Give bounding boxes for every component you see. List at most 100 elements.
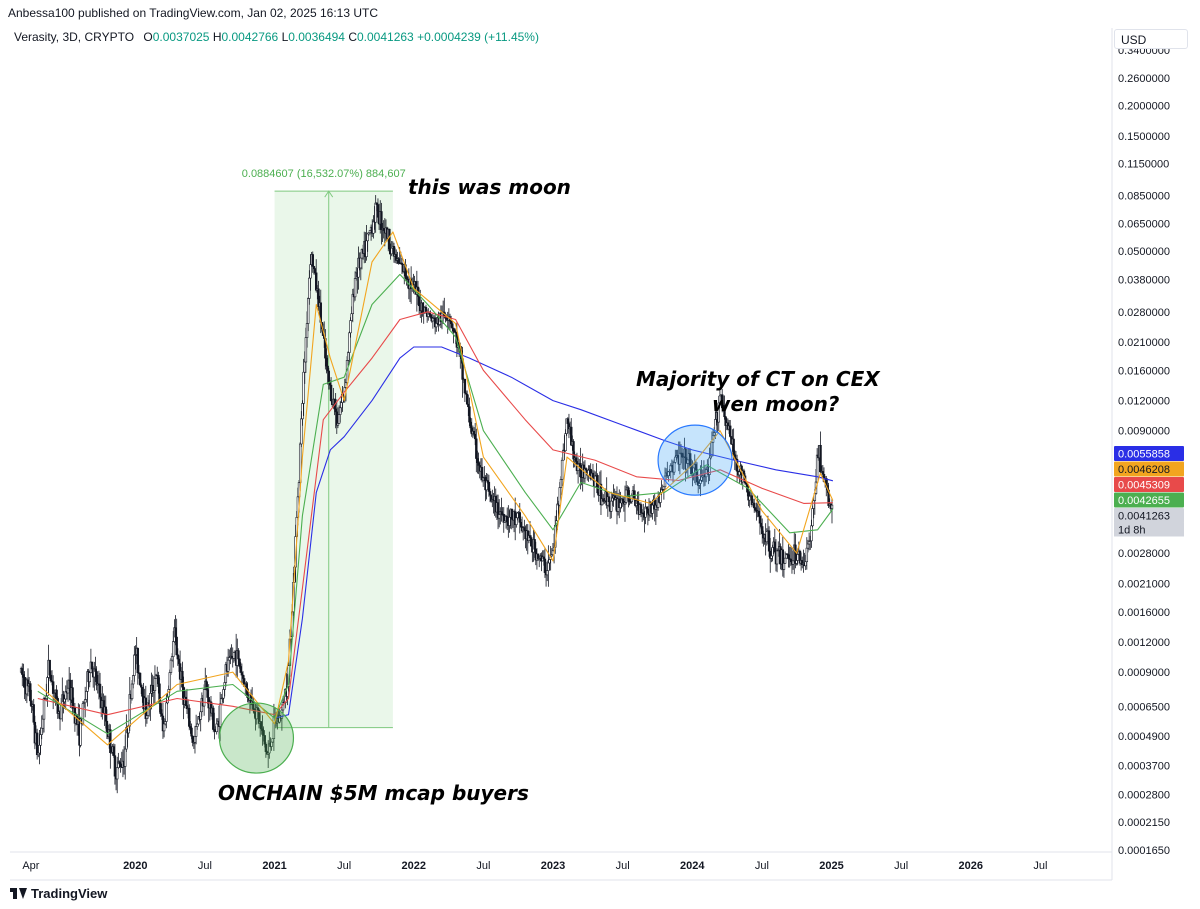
candle-body [773, 541, 777, 552]
candle [81, 701, 85, 726]
candle [109, 724, 112, 769]
candle-body [572, 441, 575, 460]
candle-body [29, 683, 32, 702]
candle-body [771, 547, 774, 557]
candle-body [199, 711, 202, 720]
candle [46, 675, 49, 707]
price-label-box [1114, 461, 1184, 477]
candle-body [548, 559, 551, 564]
price-tick-label: 0.0280000 [1118, 307, 1170, 319]
candle-body [94, 668, 97, 672]
high-label: H [212, 30, 222, 44]
candle-body [795, 560, 798, 564]
candle-body [206, 689, 209, 698]
candle-body [757, 510, 760, 517]
candle-body [560, 459, 564, 480]
candle [93, 661, 96, 691]
candle-body [215, 723, 218, 733]
candle-body [636, 500, 639, 505]
candle-body [98, 683, 102, 698]
candle [392, 242, 396, 263]
candle-body [329, 384, 333, 402]
candle-body [347, 352, 350, 361]
close-label: C [348, 30, 357, 44]
price-tick-label: 0.0028000 [1118, 548, 1170, 560]
symbol-title[interactable]: Verasity, 3D, CRYPTO [14, 30, 135, 44]
candle [773, 528, 777, 554]
candle-body [732, 438, 735, 456]
candle-body [159, 703, 162, 715]
annotation-text: wen moon? [712, 392, 840, 416]
candle-body [194, 726, 198, 737]
currency-button[interactable]: USD [1114, 29, 1188, 49]
measure-box [274, 191, 393, 728]
candle-body [759, 522, 763, 527]
candle-body [473, 433, 477, 440]
candle [64, 685, 67, 710]
candle-body [662, 486, 666, 490]
candle-body [497, 514, 501, 519]
candle-body [465, 393, 469, 405]
time-axis[interactable]: Apr 2020 Jul 2021 Jul 2022 Jul 2023 Jul 2024 Jul 20… [22, 860, 1047, 872]
candle-body [95, 671, 98, 686]
annotation-text: this was moon [408, 175, 571, 199]
candle [153, 665, 157, 705]
candle-body [35, 732, 39, 756]
candle-body [328, 382, 332, 386]
countdown-box [1114, 522, 1184, 537]
candle-body [449, 320, 453, 325]
candle-body [530, 537, 533, 547]
candle-body [334, 408, 337, 413]
candle-body [782, 563, 786, 570]
candle [212, 705, 215, 733]
candle [468, 397, 471, 427]
candle-body [300, 418, 303, 445]
candle-body [193, 736, 197, 743]
candle [209, 696, 213, 717]
candle [465, 390, 469, 405]
candle [146, 695, 150, 719]
candle-body [190, 727, 193, 737]
price-tick-label: 0.0090000 [1118, 426, 1170, 438]
candle [787, 544, 790, 568]
candle-body [463, 378, 467, 394]
candle-body [157, 675, 160, 685]
candle [646, 506, 650, 526]
candle-body [435, 323, 438, 328]
candle-body [783, 557, 787, 564]
candle-body [830, 504, 834, 509]
candles [19, 195, 834, 794]
candle-body [510, 508, 513, 520]
candle [184, 690, 188, 706]
candle-body [738, 471, 741, 476]
candle-body [472, 430, 476, 435]
candle [395, 249, 398, 264]
candle [463, 378, 467, 402]
candle [229, 647, 232, 665]
green-highlight-circle [218, 702, 295, 774]
measure-label: 0.0884607 (16,532.07%) 884,607 [242, 168, 406, 180]
moving-average-line-4 [37, 231, 834, 746]
candle-body [758, 515, 762, 524]
candle-body [365, 240, 368, 258]
candle-body [169, 659, 173, 673]
price-tick-label: 0.0002800 [1118, 790, 1170, 802]
candle-body [564, 433, 567, 452]
candle-body [136, 648, 139, 674]
candle-body [359, 257, 363, 269]
price-axis[interactable]: 0.34000000.26000000.20000000.15000000.11… [1114, 45, 1184, 857]
candle-body [181, 670, 184, 688]
candle-body [327, 370, 330, 383]
candle-body [226, 659, 230, 672]
candle-body [105, 720, 109, 732]
candle-body [468, 406, 471, 423]
time-tick-label: Jul [476, 860, 490, 872]
candle-body [591, 472, 595, 478]
candle [781, 535, 785, 577]
tradingview-logo-icon [10, 888, 27, 899]
ohlc-legend: Verasity, 3D, CRYPTO O0.0037025 H0.00427… [14, 30, 539, 44]
candle-body [312, 266, 316, 269]
candle [502, 507, 505, 533]
candle-body [63, 698, 66, 703]
